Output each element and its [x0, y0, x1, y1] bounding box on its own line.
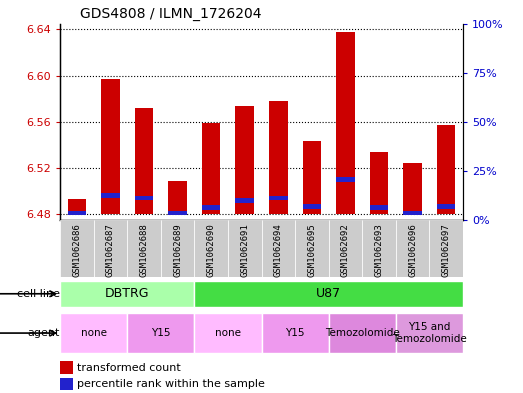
- Bar: [60, 361, 73, 373]
- Bar: [94, 220, 127, 277]
- Text: none: none: [215, 328, 241, 338]
- Text: DBTRG: DBTRG: [105, 287, 150, 300]
- Bar: [60, 220, 94, 277]
- Bar: [127, 220, 161, 277]
- Bar: [135, 108, 153, 214]
- Text: Y15: Y15: [286, 328, 305, 338]
- Text: GSM1062689: GSM1062689: [173, 223, 182, 277]
- Bar: [370, 152, 388, 214]
- Bar: [262, 313, 328, 353]
- Bar: [303, 204, 321, 209]
- Bar: [101, 193, 120, 198]
- Bar: [168, 181, 187, 214]
- Bar: [127, 313, 195, 353]
- Bar: [195, 281, 463, 307]
- Bar: [60, 313, 127, 353]
- Bar: [403, 163, 422, 214]
- Text: GSM1062694: GSM1062694: [274, 223, 283, 277]
- Text: GSM1062686: GSM1062686: [72, 223, 82, 277]
- Bar: [262, 220, 295, 277]
- Bar: [67, 199, 86, 214]
- Bar: [60, 378, 73, 390]
- Text: GDS4808 / ILMN_1726204: GDS4808 / ILMN_1726204: [81, 7, 262, 21]
- Bar: [269, 196, 288, 200]
- Bar: [235, 106, 254, 214]
- Bar: [235, 198, 254, 203]
- Text: GSM1062691: GSM1062691: [240, 223, 249, 277]
- Bar: [336, 32, 355, 214]
- Bar: [328, 220, 362, 277]
- Bar: [328, 313, 396, 353]
- Bar: [295, 220, 328, 277]
- Bar: [228, 220, 262, 277]
- Bar: [202, 123, 220, 214]
- Text: transformed count: transformed count: [77, 362, 181, 373]
- Bar: [135, 196, 153, 200]
- Bar: [195, 313, 262, 353]
- Bar: [370, 205, 388, 210]
- Text: Temozolomide: Temozolomide: [325, 328, 400, 338]
- Bar: [60, 281, 195, 307]
- Text: GSM1062693: GSM1062693: [374, 223, 383, 277]
- Bar: [403, 211, 422, 215]
- Text: percentile rank within the sample: percentile rank within the sample: [77, 379, 265, 389]
- Text: none: none: [81, 328, 107, 338]
- Text: GSM1062688: GSM1062688: [140, 223, 149, 277]
- Bar: [67, 211, 86, 215]
- Text: GSM1062696: GSM1062696: [408, 223, 417, 277]
- Bar: [396, 313, 463, 353]
- Bar: [303, 141, 321, 214]
- Text: GSM1062695: GSM1062695: [308, 223, 316, 277]
- Text: GSM1062697: GSM1062697: [441, 223, 451, 277]
- Bar: [195, 220, 228, 277]
- Bar: [202, 205, 220, 210]
- Text: GSM1062690: GSM1062690: [207, 223, 215, 277]
- Bar: [161, 220, 195, 277]
- Text: Y15: Y15: [151, 328, 170, 338]
- Bar: [269, 101, 288, 214]
- Bar: [362, 220, 396, 277]
- Text: GSM1062692: GSM1062692: [341, 223, 350, 277]
- Bar: [437, 204, 456, 209]
- Text: GSM1062687: GSM1062687: [106, 223, 115, 277]
- Bar: [396, 220, 429, 277]
- Text: agent: agent: [28, 328, 60, 338]
- Bar: [437, 125, 456, 214]
- Bar: [101, 79, 120, 214]
- Bar: [336, 177, 355, 182]
- Bar: [429, 220, 463, 277]
- Text: cell line: cell line: [17, 289, 60, 299]
- Text: U87: U87: [316, 287, 341, 300]
- Text: Y15 and
Temozolomide: Y15 and Temozolomide: [392, 322, 467, 344]
- Bar: [168, 211, 187, 215]
